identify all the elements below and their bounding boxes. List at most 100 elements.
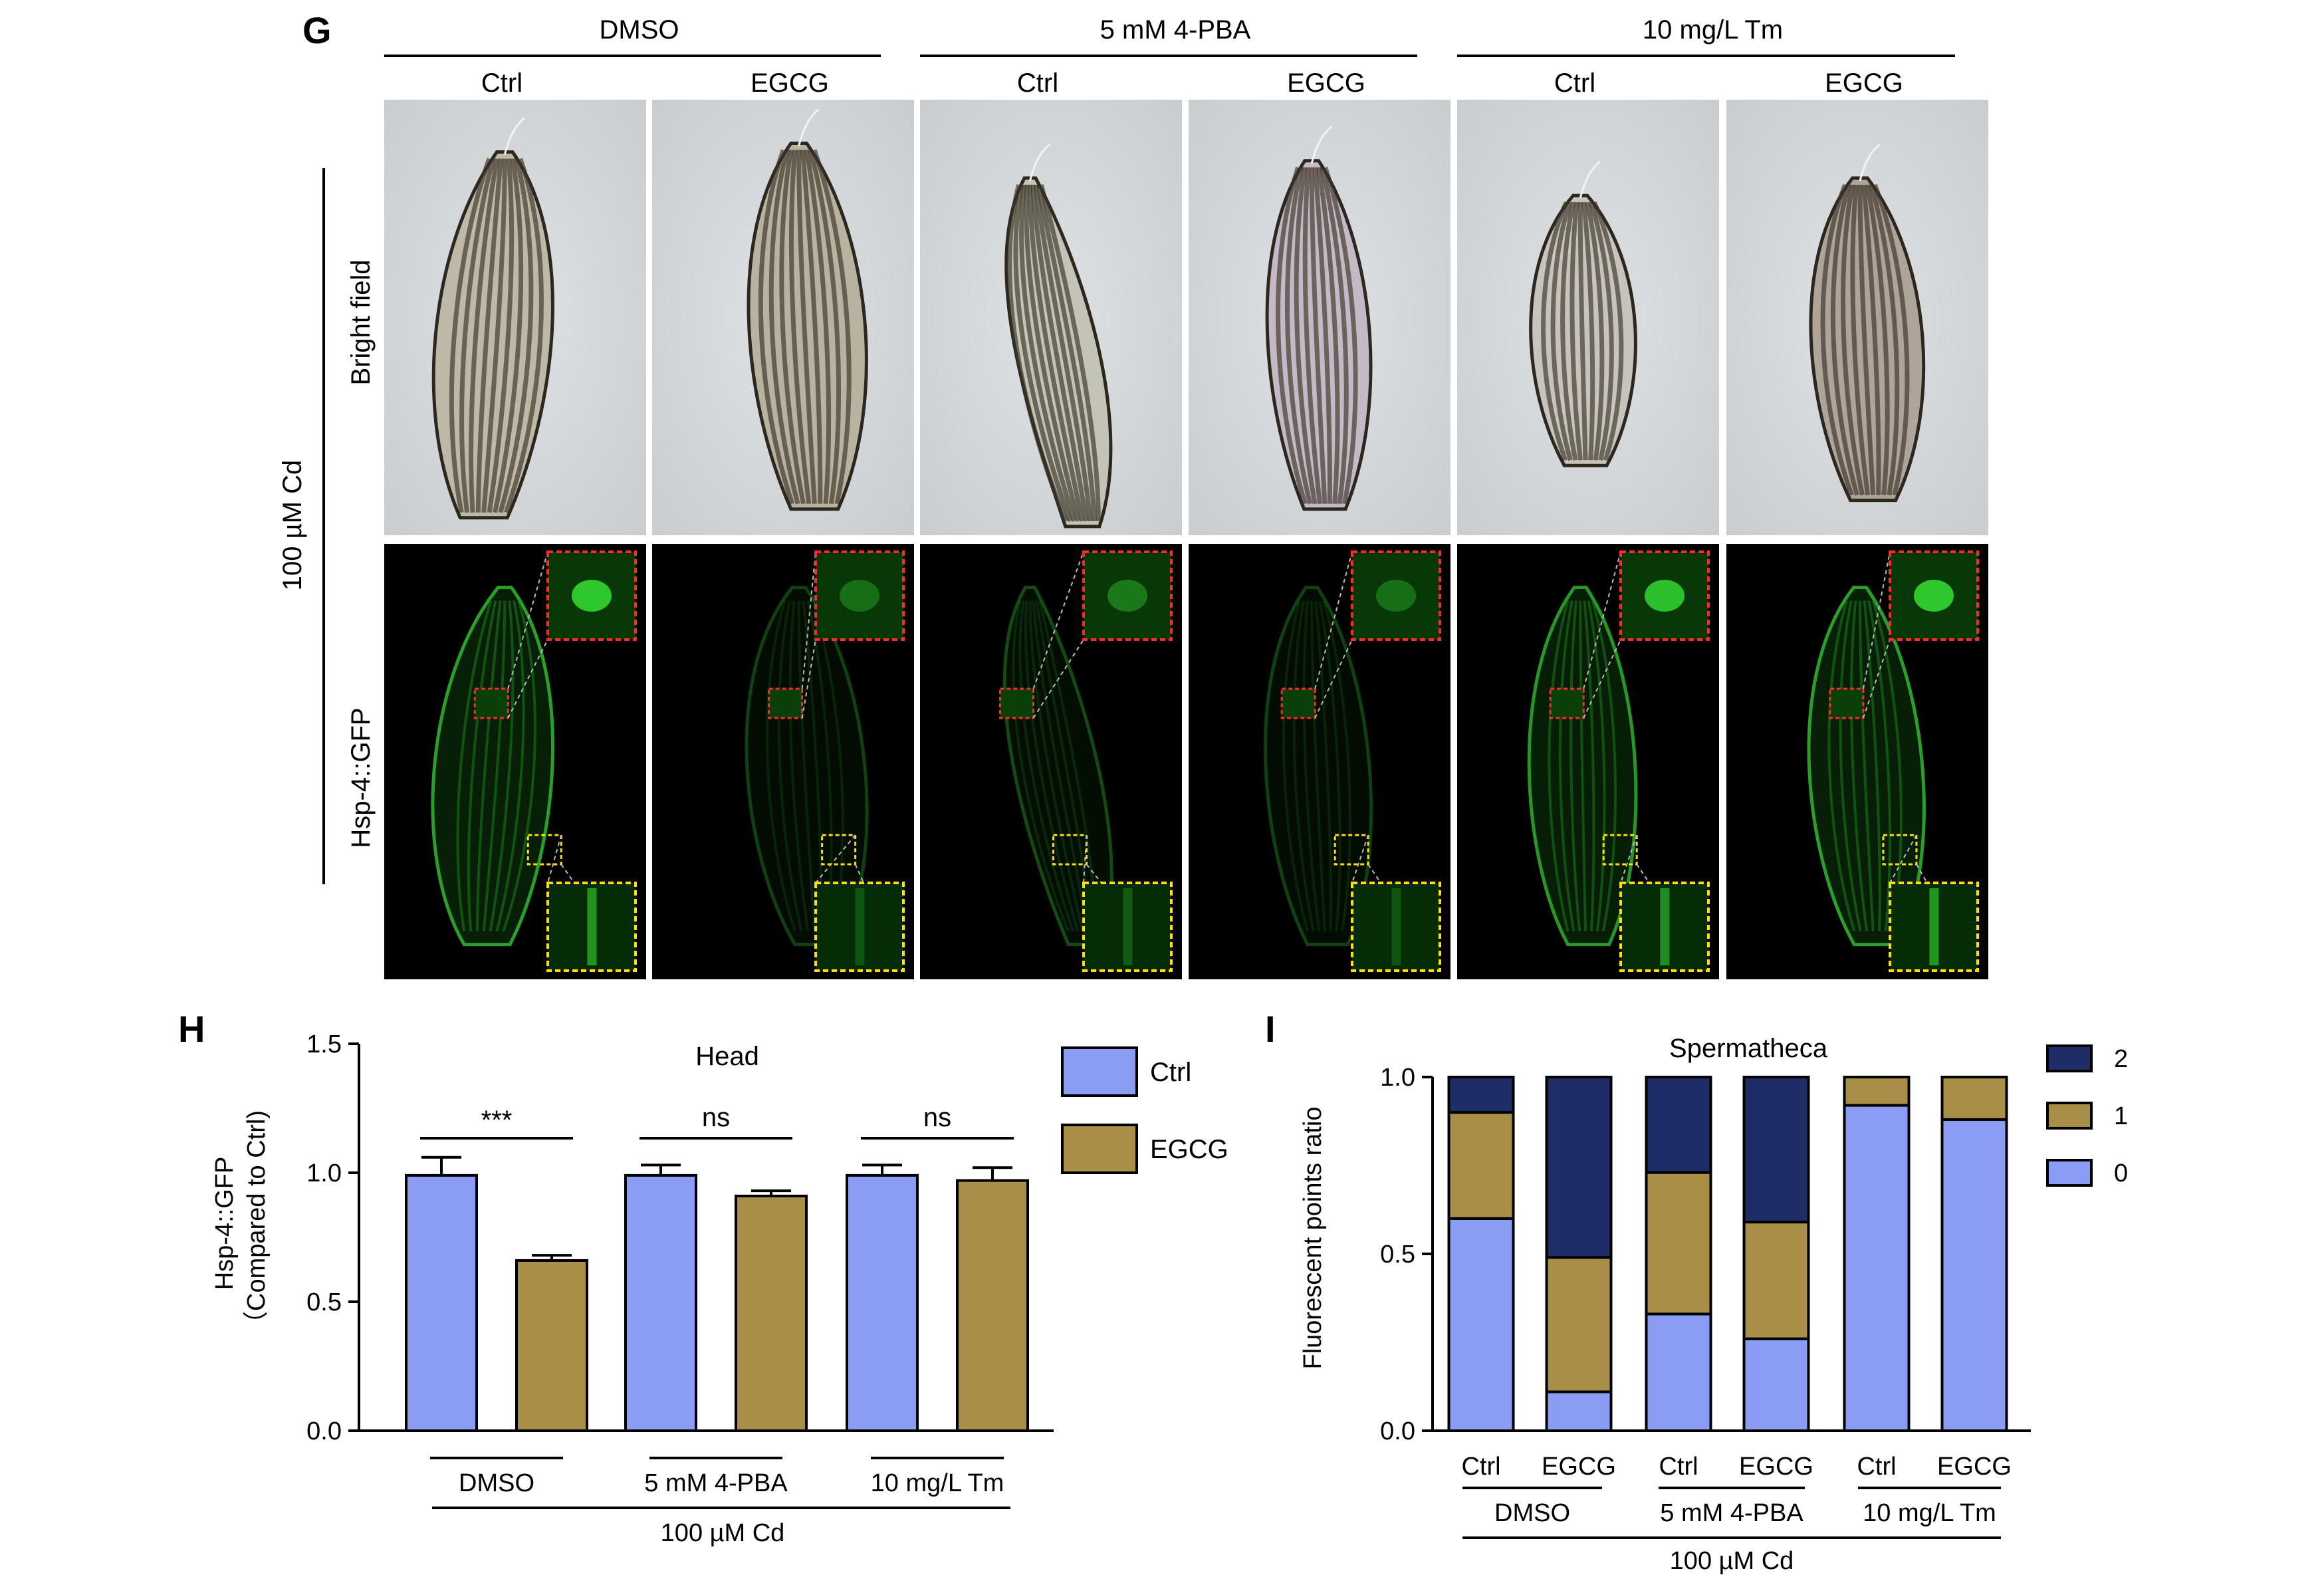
chart-i-ylabel: Fluorescent points ratio: [1299, 1107, 1327, 1370]
worm-stripe: [789, 150, 812, 505]
gfp-worm-stripe: [1322, 600, 1351, 931]
category-label: EGCG: [1739, 1453, 1813, 1481]
y-tick-label: 0.0: [306, 1417, 342, 1445]
stacked-bar-segment-1: [1545, 1256, 1613, 1394]
worm-tail: [1029, 143, 1051, 182]
gfp-worm-stripe: [1839, 600, 1862, 932]
worm-stripe: [1861, 184, 1881, 495]
gfp-worm-outline: [1527, 586, 1638, 947]
yellow-roi-box: [1052, 834, 1088, 866]
red-inset-signal: [840, 580, 879, 612]
red-inset: [814, 550, 905, 641]
worm-stripe: [503, 158, 544, 513]
treatment-label: 100 µM Cd: [661, 1519, 785, 1547]
red-inset-signal: [572, 580, 612, 612]
yellow-inset-signal: [1929, 888, 1939, 965]
legend-swatch-2: [2046, 1044, 2093, 1072]
stacked-bar-segment-2: [1447, 1076, 1515, 1114]
yellow-roi-box: [1882, 834, 1918, 866]
worm-stripe: [487, 158, 515, 513]
worm-stripe: [1312, 167, 1332, 504]
worm-stripe: [1585, 201, 1605, 461]
category-label: Ctrl: [1857, 1453, 1896, 1481]
worm-tail: [798, 108, 820, 146]
stacked-bar-segment-1: [1940, 1076, 2008, 1121]
legend-label: 1: [2114, 1102, 2128, 1130]
stacked-bar-segment-0: [1447, 1217, 1515, 1433]
stacked-bar-segment-2: [1742, 1076, 1810, 1224]
worm-stripe: [1309, 167, 1328, 504]
stacked-bar-segment-1: [1843, 1076, 1911, 1107]
legend-label: EGCG: [1150, 1135, 1228, 1164]
worm-stripe: [1865, 184, 1890, 495]
red-roi-box: [768, 687, 804, 719]
worm-tail: [1579, 160, 1601, 199]
worm-stripe: [1869, 183, 1900, 496]
gfp-worm-stripe: [456, 600, 493, 931]
worm-stripe: [1588, 201, 1614, 461]
group-label: 10 mg/L Tm: [871, 1469, 1004, 1497]
y-tick-label: 1.0: [1380, 1064, 1415, 1092]
yellow-inset-signal: [1660, 888, 1670, 965]
stacked-bar-segment-2: [1645, 1076, 1712, 1174]
zoom-guide-line: [1620, 834, 1638, 884]
gfp-worm-stripe: [1583, 600, 1595, 931]
worm-stripe: [808, 149, 842, 505]
worm-stripe: [1569, 201, 1583, 461]
worm-stripe: [1873, 183, 1910, 496]
category-label: Ctrl: [1659, 1453, 1698, 1481]
worm-stripe: [1560, 201, 1578, 461]
chart-h-ylabel: Hsp-4::GFP: [211, 1157, 239, 1290]
legend-swatch-ctrl: [1061, 1046, 1138, 1097]
chart-i-legend: 2 1 0: [2046, 1044, 2128, 1187]
gfp-worm-stripe: [1858, 600, 1875, 931]
panel-h: H Head Hsp-4::GFP （Compared to Ctrl) 0.0…: [178, 1008, 1228, 1547]
red-inset-signal: [1107, 580, 1147, 612]
bright-field-image: [652, 100, 914, 535]
stacked-bar-segment-0: [1545, 1390, 1613, 1432]
worm-tail: [1310, 126, 1333, 164]
red-inset: [1082, 550, 1173, 641]
gfp-worm-stripe: [1024, 600, 1080, 932]
gfp-image: [384, 544, 646, 979]
worm-stripe: [1841, 184, 1865, 496]
gfp-image: [1726, 544, 1988, 979]
worm-stripe: [469, 158, 499, 513]
yellow-roi-box: [1602, 834, 1638, 866]
worm-stripe: [796, 150, 817, 504]
gfp-worm-stripe: [1863, 600, 1881, 931]
column-header: EGCG: [751, 68, 829, 98]
red-inset-signal: [1376, 580, 1416, 612]
worm-stripe: [449, 158, 492, 513]
gfp-worm-stripe: [1282, 600, 1309, 932]
chart-h-ylabel2: （Compared to Ctrl): [243, 1110, 271, 1336]
worm-stripe: [1284, 166, 1313, 505]
panel-label-h: H: [178, 1008, 205, 1050]
gfp-worm-stripe: [1827, 600, 1856, 932]
red-roi-box: [473, 687, 509, 719]
gfp-worm-stripe: [766, 600, 796, 932]
y-tick-label: 0.5: [306, 1288, 342, 1316]
worm-stripe: [481, 158, 507, 513]
worm-stripe: [800, 150, 823, 504]
zoom-guide-line: [1032, 639, 1084, 719]
worm-stripe: [1316, 167, 1340, 504]
zoom-guide-line: [1314, 551, 1353, 689]
yellow-inset: [1082, 882, 1173, 972]
y-tick-label: 1.0: [306, 1159, 342, 1187]
zoom-guide-line: [1583, 551, 1621, 689]
yellow-inset-signal: [1123, 888, 1133, 965]
column-header: Ctrl: [481, 68, 523, 98]
zoom-guide-line: [801, 639, 816, 719]
worm-stripe: [1302, 167, 1322, 505]
category-label: EGCG: [1542, 1453, 1616, 1481]
yellow-inset-signal: [855, 888, 865, 965]
zoom-guide-line: [1351, 834, 1369, 884]
worm-stripe: [758, 149, 795, 505]
worm-stripe: [1541, 201, 1569, 461]
gfp-worm-stripe: [1028, 600, 1084, 932]
worm-stripe: [1027, 184, 1085, 522]
column-header: EGCG: [1287, 68, 1365, 98]
chart-i: 0.0 0.5 1.0 Ctrl EGCG Ctrl EGCG Ctrl EGCG DMSO 5 m…: [1380, 1064, 2031, 1575]
zoom-guide-line: [1083, 834, 1088, 884]
